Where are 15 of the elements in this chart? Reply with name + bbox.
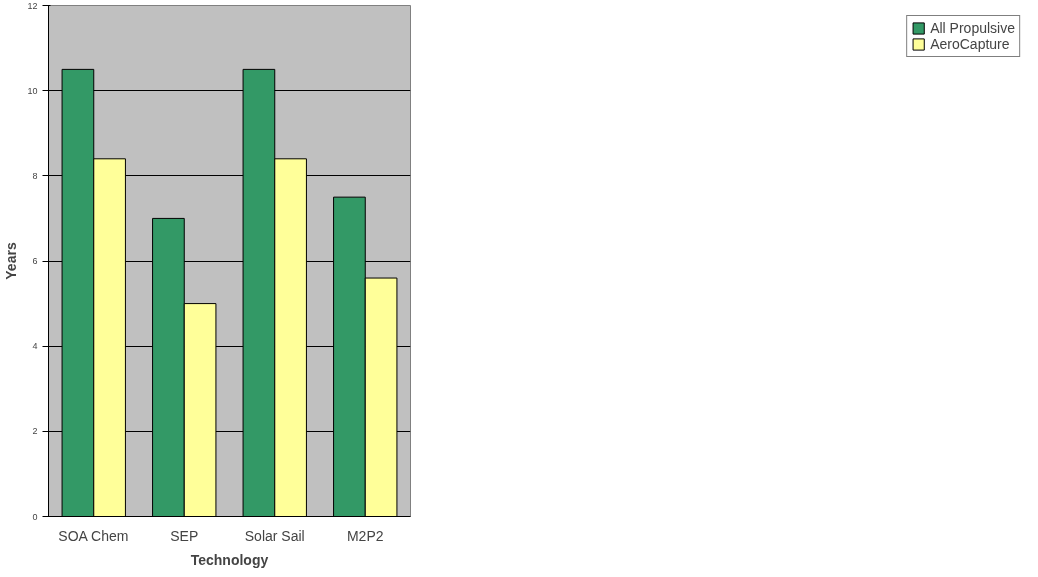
y-tick-label: 2 <box>32 426 38 437</box>
legend-label: All Propulsive <box>930 20 1015 36</box>
legend-label: AeroCapture <box>930 36 1010 52</box>
x-tick-label: Solar Sail <box>244 527 305 544</box>
x-axis-title: Technology <box>190 551 269 568</box>
y-tick-label: 4 <box>32 341 38 352</box>
y-tick-label: 6 <box>32 256 38 266</box>
x-tick-label: SEP <box>170 527 199 544</box>
y-tick-label: 12 <box>27 0 38 11</box>
y-tick-label: 10 <box>27 85 38 96</box>
x-tick-label: SOA Chem <box>58 527 129 544</box>
y-axis-title: Years <box>3 242 20 280</box>
x-tick-label: M2P2 <box>346 527 384 544</box>
y-tick-label: 0 <box>32 511 38 522</box>
y-tick-label: 8 <box>32 170 38 181</box>
